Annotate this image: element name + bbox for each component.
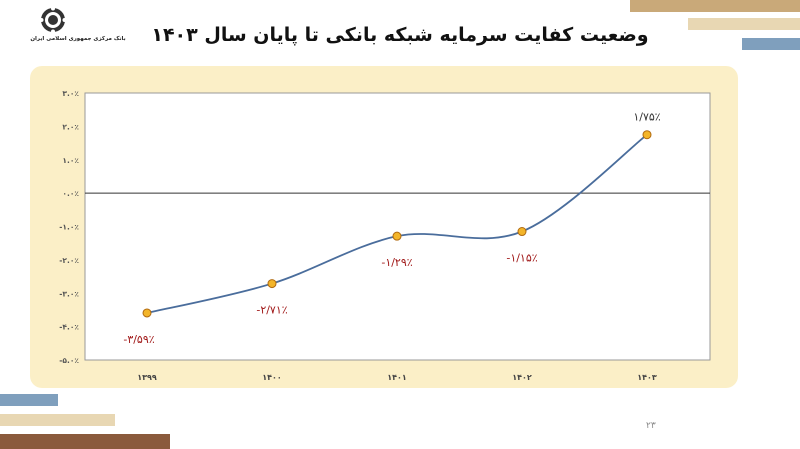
data-point [392,231,402,241]
page-title: وضعیت کفایت سرمایه شبکه بانکی تا پایان س… [151,24,649,46]
y-tick-label: -۱.۰٪ [59,223,79,232]
data-label: -۲/۷۱٪ [256,304,287,317]
y-tick-label: -۳.۰٪ [59,289,79,298]
y-tick-label: -۴.۰٪ [59,323,79,332]
data-label: -۱/۱۵٪ [506,252,537,265]
decor-stripe-bottom-blue [0,394,58,406]
y-tick-label: ۱.۰٪ [62,156,79,165]
line-chart: ۳.۰٪ ۲.۰٪ ۱.۰٪ ۰.۰٪ -۱.۰٪ -۲.۰٪ -۳.۰٪ -۴.۰٪ -۵.۰… [59,89,711,382]
decor-stripe-top-blue [742,38,800,50]
y-tick-label: ۰.۰٪ [62,189,79,198]
x-tick-label: ۱۳۹۹ [137,373,157,382]
page-number: ۲۳ [646,421,656,431]
y-tick-label: ۳.۰٪ [62,89,79,98]
bank-logo: بانک مرکزی جمهوری اسلامی ایران [28,6,126,46]
decor-stripe-top-tan [630,0,800,12]
y-tick-label: -۲.۰٪ [59,256,79,265]
plot-area [84,92,711,361]
bank-seal-icon [39,6,67,34]
data-point [642,130,652,140]
x-tick-label: ۱۴۰۳ [637,373,657,382]
x-tick-label: ۱۴۰۰ [262,373,282,382]
data-label: -۳/۵۹٪ [123,333,154,346]
x-tick-label: ۱۴۰۱ [387,373,407,382]
decor-stripe-bottom-light [0,414,115,426]
y-tick-label: -۵.۰٪ [59,356,79,365]
data-point [267,279,277,289]
data-point [142,308,152,318]
bank-name: بانک مرکزی جمهوری اسلامی ایران [30,36,126,42]
decor-stripe-top-light [688,18,800,30]
data-label: ۱/۷۵٪ [633,111,660,124]
data-point [517,227,527,237]
x-tick-label: ۱۴۰۲ [512,373,532,382]
chart-panel: ۳.۰٪ ۲.۰٪ ۱.۰٪ ۰.۰٪ -۱.۰٪ -۲.۰٪ -۳.۰٪ -۴.۰٪ -۵.۰… [30,66,738,388]
y-tick-label: ۲.۰٪ [62,122,79,131]
decor-stripe-bottom-brown [0,434,170,449]
data-label: -۱/۲۹٪ [381,256,412,269]
